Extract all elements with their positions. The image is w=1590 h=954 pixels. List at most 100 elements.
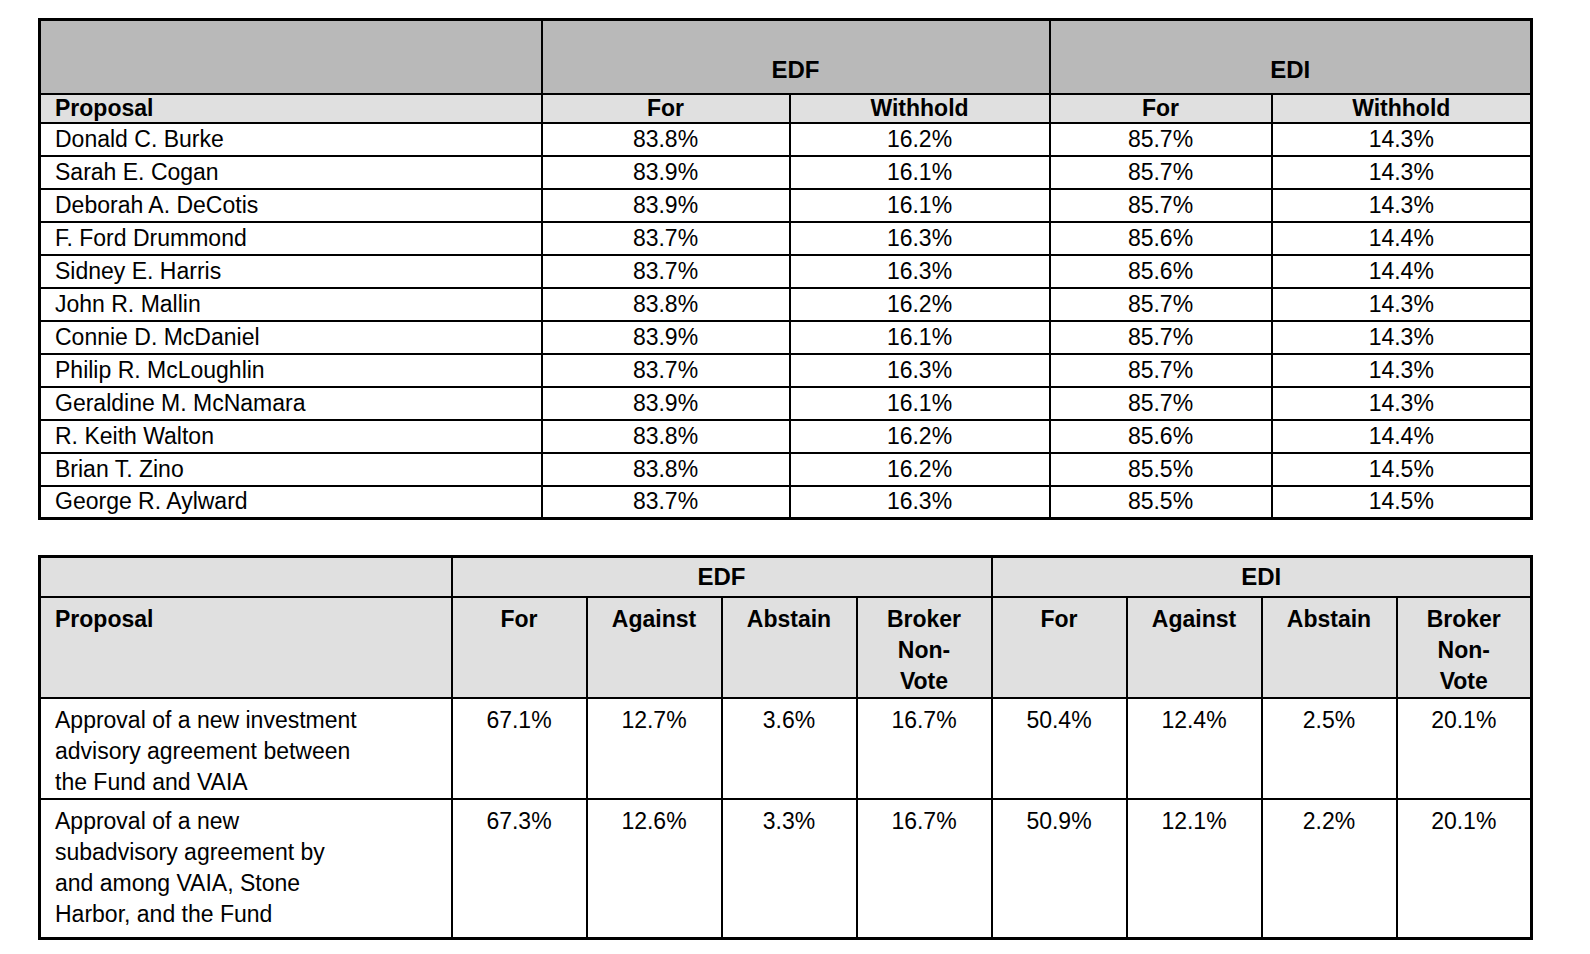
- edi-for-value: 85.5%: [1050, 486, 1272, 519]
- trustee-row: F. Ford Drummond 83.7% 16.3% 85.6% 14.4%: [40, 222, 1532, 255]
- edf-withhold-value: 16.3%: [790, 255, 1050, 288]
- trustee-row: Philip R. McLoughlin 83.7% 16.3% 85.7% 1…: [40, 354, 1532, 387]
- group-header-edi: EDI: [1050, 20, 1532, 94]
- edi-withhold-value: 14.5%: [1272, 486, 1532, 519]
- edi-for-value: 85.7%: [1050, 123, 1272, 156]
- edf-for-value: 83.9%: [542, 321, 790, 354]
- edi-withhold-value: 14.3%: [1272, 156, 1532, 189]
- trustee-row: Sidney E. Harris 83.7% 16.3% 85.6% 14.4%: [40, 255, 1532, 288]
- edi-against-value: 12.4%: [1127, 698, 1262, 799]
- trustee-name: Brian T. Zino: [40, 453, 542, 486]
- edi-for-value: 85.6%: [1050, 420, 1272, 453]
- edf-withhold-value: 16.2%: [790, 123, 1050, 156]
- edf-broker-non-vote-value: 16.7%: [857, 698, 992, 799]
- group-header-row: EDF EDI: [40, 557, 1532, 597]
- edf-for-value: 83.8%: [542, 123, 790, 156]
- column-header-edf-withhold: Withhold: [790, 94, 1050, 123]
- column-header-edi-withhold: Withhold: [1272, 94, 1532, 123]
- trustee-name: Sarah E. Cogan: [40, 156, 542, 189]
- column-header-edi-broker-non-vote: Broker Non- Vote: [1397, 597, 1532, 698]
- edf-for-value: 67.1%: [452, 698, 587, 799]
- edi-withhold-value: 14.3%: [1272, 321, 1532, 354]
- column-header-row: Proposal For Withhold For Withhold: [40, 94, 1532, 123]
- trustee-name: John R. Mallin: [40, 288, 542, 321]
- edi-withhold-value: 14.4%: [1272, 420, 1532, 453]
- edi-withhold-value: 14.3%: [1272, 354, 1532, 387]
- edf-withhold-value: 16.1%: [790, 156, 1050, 189]
- edi-withhold-value: 14.3%: [1272, 123, 1532, 156]
- group-header-row: EDF EDI: [40, 20, 1532, 94]
- edi-for-value: 85.7%: [1050, 321, 1272, 354]
- column-header-edf-for: For: [542, 94, 790, 123]
- column-header-edi-for: For: [992, 597, 1127, 698]
- trustee-row: Connie D. McDaniel 83.9% 16.1% 85.7% 14.…: [40, 321, 1532, 354]
- edi-for-value: 85.6%: [1050, 222, 1272, 255]
- trustee-row: John R. Mallin 83.8% 16.2% 85.7% 14.3%: [40, 288, 1532, 321]
- trustee-row: George R. Aylward 83.7% 16.3% 85.5% 14.5…: [40, 486, 1532, 519]
- trustee-row: Sarah E. Cogan 83.9% 16.1% 85.7% 14.3%: [40, 156, 1532, 189]
- trustee-name: Sidney E. Harris: [40, 255, 542, 288]
- document-page: EDF EDI Proposal For Withhold For Withho…: [0, 0, 1590, 954]
- edi-broker-non-vote-value: 20.1%: [1397, 799, 1532, 939]
- edf-withhold-value: 16.2%: [790, 453, 1050, 486]
- edf-withhold-value: 16.3%: [790, 354, 1050, 387]
- column-header-edf-broker-non-vote: Broker Non- Vote: [857, 597, 992, 698]
- edf-withhold-value: 16.1%: [790, 321, 1050, 354]
- edi-withhold-value: 14.3%: [1272, 288, 1532, 321]
- edi-withhold-value: 14.4%: [1272, 255, 1532, 288]
- edf-withhold-value: 16.3%: [790, 222, 1050, 255]
- edf-withhold-value: 16.2%: [790, 420, 1050, 453]
- edf-for-value: 83.9%: [542, 156, 790, 189]
- proposal-row: Approval of a new investment advisory ag…: [40, 698, 1532, 799]
- edi-for-value: 85.7%: [1050, 189, 1272, 222]
- trustee-vote-table: EDF EDI Proposal For Withhold For Withho…: [38, 18, 1533, 520]
- trustee-name: F. Ford Drummond: [40, 222, 542, 255]
- corner-cell: [40, 557, 452, 597]
- edf-withhold-value: 16.2%: [790, 288, 1050, 321]
- edi-withhold-value: 14.4%: [1272, 222, 1532, 255]
- group-header-edf: EDF: [542, 20, 1050, 94]
- edf-for-value: 83.7%: [542, 486, 790, 519]
- edf-withhold-value: 16.1%: [790, 189, 1050, 222]
- column-header-edi-abstain: Abstain: [1262, 597, 1397, 698]
- column-header-row: Proposal For Against Abstain Broker Non-…: [40, 597, 1532, 698]
- edi-for-value: 50.9%: [992, 799, 1127, 939]
- edi-for-value: 85.7%: [1050, 387, 1272, 420]
- column-header-edf-abstain: Abstain: [722, 597, 857, 698]
- trustee-name: George R. Aylward: [40, 486, 542, 519]
- edf-for-value: 83.7%: [542, 354, 790, 387]
- edf-withhold-value: 16.3%: [790, 486, 1050, 519]
- edi-for-value: 85.5%: [1050, 453, 1272, 486]
- group-header-edi: EDI: [992, 557, 1532, 597]
- column-header-edi-for: For: [1050, 94, 1272, 123]
- trustee-row: Geraldine M. McNamara 83.9% 16.1% 85.7% …: [40, 387, 1532, 420]
- column-header-edf-for: For: [452, 597, 587, 698]
- proposal-row: Approval of a new subadvisory agreement …: [40, 799, 1532, 939]
- column-header-edi-against: Against: [1127, 597, 1262, 698]
- edi-for-value: 85.7%: [1050, 288, 1272, 321]
- edi-broker-non-vote-value: 20.1%: [1397, 698, 1532, 799]
- column-header-proposal: Proposal: [40, 94, 542, 123]
- trustee-row: Donald C. Burke 83.8% 16.2% 85.7% 14.3%: [40, 123, 1532, 156]
- edi-withhold-value: 14.5%: [1272, 453, 1532, 486]
- proposal-text: Approval of a new investment advisory ag…: [40, 698, 452, 799]
- edf-abstain-value: 3.6%: [722, 698, 857, 799]
- proposal-vote-table: EDF EDI Proposal For Against Abstain Bro…: [38, 555, 1533, 940]
- trustee-name: Deborah A. DeCotis: [40, 189, 542, 222]
- corner-cell: [40, 20, 542, 94]
- edf-for-value: 83.8%: [542, 420, 790, 453]
- edf-abstain-value: 3.3%: [722, 799, 857, 939]
- edf-for-value: 83.9%: [542, 387, 790, 420]
- edf-for-value: 83.7%: [542, 255, 790, 288]
- edi-for-value: 85.6%: [1050, 255, 1272, 288]
- trustee-name: Donald C. Burke: [40, 123, 542, 156]
- proposal-text: Approval of a new subadvisory agreement …: [40, 799, 452, 939]
- trustee-name: R. Keith Walton: [40, 420, 542, 453]
- group-header-edf: EDF: [452, 557, 992, 597]
- edf-against-value: 12.7%: [587, 698, 722, 799]
- edi-for-value: 50.4%: [992, 698, 1127, 799]
- trustee-name: Geraldine M. McNamara: [40, 387, 542, 420]
- column-header-edf-against: Against: [587, 597, 722, 698]
- edi-withhold-value: 14.3%: [1272, 387, 1532, 420]
- edi-for-value: 85.7%: [1050, 354, 1272, 387]
